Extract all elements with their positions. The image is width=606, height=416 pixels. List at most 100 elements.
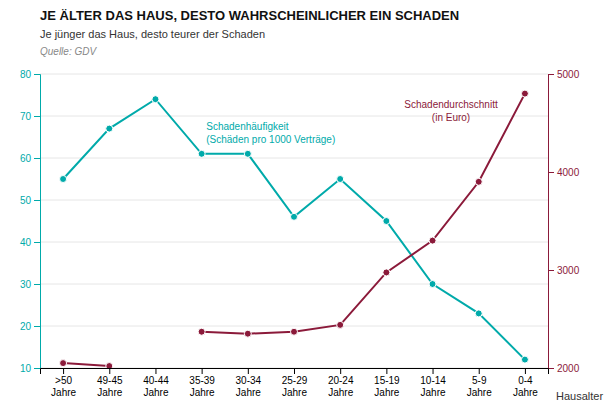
tick: 70 <box>20 111 40 122</box>
tick-label: 4000 <box>557 167 580 178</box>
tick: 49-45Jahre <box>97 368 123 398</box>
point <box>337 321 344 328</box>
text-line: (Schäden pro 1000 Verträge) <box>206 134 335 145</box>
tick-mark <box>548 172 554 173</box>
text-line: 0-4 <box>518 375 533 386</box>
point <box>475 178 482 185</box>
tick-label: 25-29Jahre <box>282 375 308 398</box>
tick-mark <box>34 368 40 369</box>
series-label: Schadendurchschnitt(in Euro) <box>404 99 498 123</box>
tick: 50 <box>20 195 40 206</box>
tick-mark <box>340 368 341 374</box>
subtitle: Je jünger das Haus, desto teurer der Sch… <box>40 28 265 40</box>
tick-label: 15-19Jahre <box>374 375 400 398</box>
text-line: Jahre <box>97 387 122 398</box>
tick-mark <box>525 368 526 374</box>
tick-mark <box>155 368 156 374</box>
grid-line <box>40 74 548 75</box>
axis-line <box>549 75 555 369</box>
marks <box>60 90 529 368</box>
line <box>63 99 525 359</box>
tick-label: 3000 <box>557 265 580 276</box>
point <box>198 328 205 335</box>
grid-line <box>40 326 548 327</box>
tick: 2000 <box>548 363 580 374</box>
text-line: 40-44 <box>143 375 169 386</box>
grid-line <box>40 158 548 159</box>
point <box>244 150 251 157</box>
text-line: 25-29 <box>282 375 308 386</box>
tick-label: 2000 <box>557 363 580 374</box>
point <box>337 176 344 183</box>
text-line: Jahre <box>513 387 538 398</box>
text-line: 15-19 <box>374 375 400 386</box>
text-line: 10-14 <box>420 375 446 386</box>
point <box>152 96 159 103</box>
tick-mark <box>202 368 203 374</box>
grid-line <box>40 200 548 201</box>
text-line: Jahre <box>374 387 399 398</box>
point <box>383 218 390 225</box>
series-label: Schadenhäufigkeit (Schäden pro 1000 Vertr… <box>206 121 335 145</box>
tick-label: 10 <box>20 363 32 374</box>
text-line: 30-34 <box>236 375 262 386</box>
tick: 10 <box>20 363 40 374</box>
grid-line <box>40 116 548 117</box>
tick: 5000 <box>548 69 580 80</box>
tick: 4000 <box>548 167 580 178</box>
text-line: Jahre <box>282 387 307 398</box>
tick: 40 <box>20 237 40 248</box>
text-line: Schadenhäufigkeit <box>206 121 289 132</box>
y2-axis: 2000 3000 4000 5000 <box>548 69 580 374</box>
tick-label: 0-4Jahre <box>513 375 538 398</box>
tick-label: 80 <box>20 69 32 80</box>
tick-mark <box>34 74 40 75</box>
tick: 10-14Jahre <box>420 368 446 398</box>
text-line: Schadendurchschnitt <box>404 99 498 110</box>
text-line: Jahre <box>236 387 261 398</box>
text-line: Jahre <box>467 387 492 398</box>
tick-label: 40 <box>20 237 32 248</box>
tick-mark <box>294 368 295 374</box>
text-line: Jahre <box>190 387 215 398</box>
text-line: Jahre <box>51 387 76 398</box>
tick: 60 <box>20 153 40 164</box>
grid-line <box>40 284 548 285</box>
tick-label: 60 <box>20 153 32 164</box>
tick: 35-39Jahre <box>189 368 215 398</box>
tick: 30-34Jahre <box>236 368 262 398</box>
point <box>198 150 205 157</box>
grid-line <box>40 242 548 243</box>
tick: 15-19Jahre <box>374 368 400 398</box>
chart-container: JE ÄLTER DAS HAUS, DESTO WAHRSCHEINLICHE… <box>0 0 606 416</box>
point <box>291 213 298 220</box>
tick-label: 5000 <box>557 69 580 80</box>
tick-label: 5-9Jahre <box>467 375 492 398</box>
tick-mark <box>34 284 40 285</box>
point <box>244 330 251 337</box>
grid <box>40 74 548 368</box>
tick-mark <box>386 368 387 374</box>
text-line: 49-45 <box>97 375 123 386</box>
text-line: Jahre <box>143 387 168 398</box>
point <box>60 360 67 367</box>
tick-label: 49-45Jahre <box>97 375 123 398</box>
tick-label: 20-24Jahre <box>328 375 354 398</box>
tick-label: 20 <box>20 321 32 332</box>
tick: 3000 <box>548 265 580 276</box>
text-line: Jahre <box>328 387 353 398</box>
tick-label: 70 <box>20 111 32 122</box>
point <box>106 125 113 132</box>
line <box>63 94 525 366</box>
chart-svg: JE ÄLTER DAS HAUS, DESTO WAHRSCHEINLICHE… <box>0 0 606 416</box>
tick-mark <box>34 200 40 201</box>
tick: 40-44Jahre <box>143 368 169 398</box>
text-line: 20-24 <box>328 375 354 386</box>
tick-mark <box>34 326 40 327</box>
tick-mark <box>34 158 40 159</box>
text-line: 35-39 <box>189 375 215 386</box>
annotation: Quelle: GDV <box>40 46 97 57</box>
tick: >50Jahre <box>51 368 76 398</box>
point <box>521 90 528 97</box>
text-line: >50 <box>55 375 72 386</box>
